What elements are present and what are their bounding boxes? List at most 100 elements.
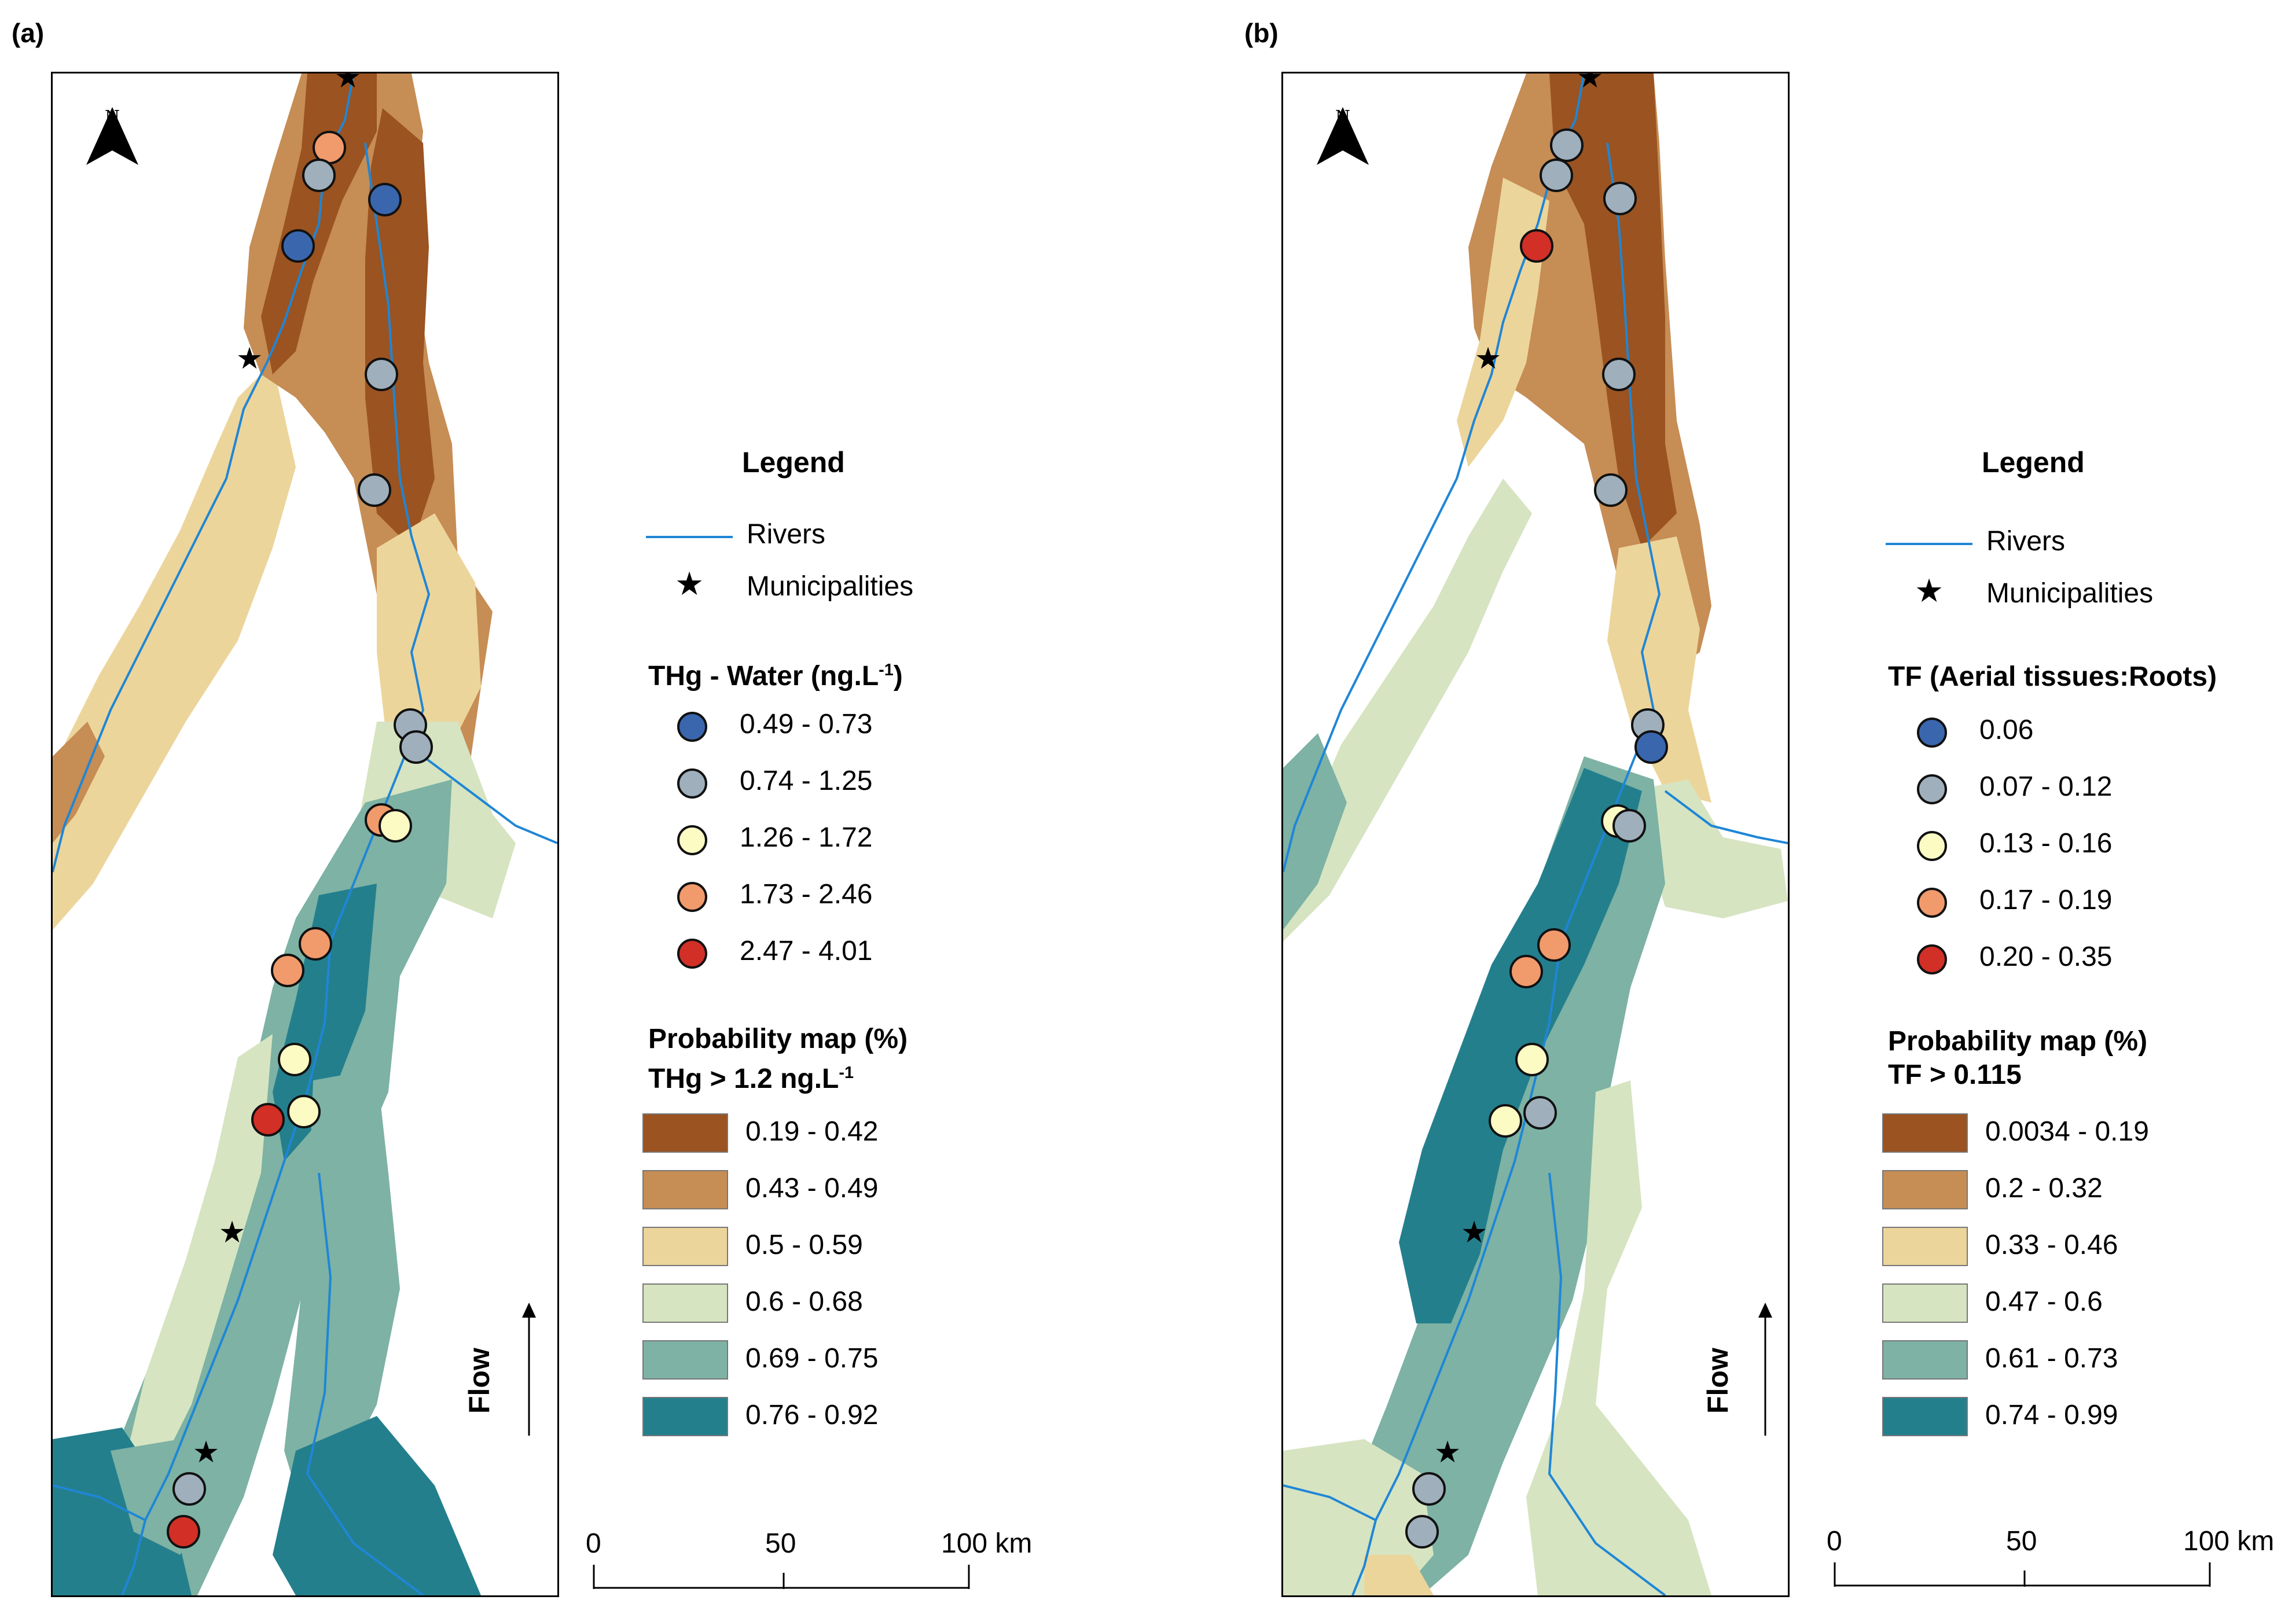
legend-b-pt-4: 0.17 - 0.19 — [1979, 885, 2113, 915]
map-a[interactable]: ★ ★ ★ ★ ★ ★ N — [51, 72, 559, 1597]
point-b-15[interactable] — [1489, 1104, 1522, 1138]
point-a-11[interactable] — [299, 927, 332, 961]
point-a-14[interactable] — [287, 1095, 321, 1128]
point-a-13[interactable] — [278, 1043, 311, 1076]
zone-b-upper-dark — [1549, 73, 1677, 548]
point-a-1[interactable] — [313, 131, 346, 164]
scale-a-50: 50 — [765, 1528, 796, 1559]
legend-b-pt-5-swatch — [1917, 944, 1947, 974]
zone-a-sw-dark — [53, 1428, 192, 1595]
flow-arrow-icon — [522, 1303, 536, 1436]
legend-b-prob-2: 0.2 - 0.32 — [1985, 1173, 2103, 1204]
legend-b-pt-2-swatch — [1917, 774, 1947, 804]
star-a-6: ★ — [193, 1435, 220, 1470]
point-a-4[interactable] — [281, 229, 315, 263]
legend-b-pt-1-swatch — [1917, 718, 1947, 748]
legend-b-prob-3-swatch — [1882, 1227, 1968, 1266]
point-b-12[interactable] — [1509, 955, 1543, 988]
scale-a-100: 100 km — [941, 1528, 1033, 1559]
river-a-east — [121, 142, 431, 1595]
point-a-2[interactable] — [302, 159, 336, 192]
legend-b-prob-2-swatch — [1882, 1170, 1968, 1209]
legend-b-pt-1: 0.06 — [1979, 715, 2034, 745]
point-a-15[interactable] — [251, 1103, 285, 1136]
rivers-a — [53, 73, 557, 1595]
rivers-swatch-a — [646, 536, 733, 538]
legend-a-pt-2-swatch — [677, 768, 707, 799]
rivers-swatch-b — [1886, 543, 1972, 545]
legend-a-prob-6-swatch — [642, 1397, 728, 1436]
point-a-17[interactable] — [167, 1515, 200, 1549]
legend-a-pt-4: 1.73 - 2.46 — [740, 879, 873, 910]
north-arrow-a: N — [86, 107, 138, 200]
point-b-2[interactable] — [1540, 159, 1573, 192]
legend-b-title: Legend — [1982, 446, 2085, 479]
point-b-11[interactable] — [1537, 928, 1571, 962]
point-a-12[interactable] — [271, 954, 304, 987]
point-b-6[interactable] — [1594, 473, 1628, 507]
legend-b-prob-3: 0.33 - 0.46 — [1985, 1230, 2118, 1260]
point-b-16[interactable] — [1412, 1472, 1446, 1506]
legend-a-title: Legend — [742, 446, 845, 479]
legend-a-prob-6: 0.76 - 0.92 — [745, 1400, 879, 1430]
zone-b-lower-mid — [1341, 756, 1665, 1595]
north-arrow-icon — [1317, 107, 1369, 165]
legend-a-pt-3: 1.26 - 1.72 — [740, 822, 873, 853]
star-b-5: ★ — [1461, 1215, 1488, 1250]
legend-a-points-title: THg - Water (ng.L-1) — [648, 661, 903, 692]
point-b-13[interactable] — [1515, 1043, 1549, 1076]
point-a-3[interactable] — [368, 183, 402, 216]
zone-a-south-dark — [273, 1416, 481, 1595]
points-b — [1405, 128, 1668, 1549]
river-b-east — [1351, 142, 1661, 1595]
river-b-trib2 — [1548, 1172, 1666, 1595]
point-a-5[interactable] — [365, 358, 398, 391]
legend-b-rivers: Rivers — [1986, 526, 2066, 557]
zone-b-west-light — [1283, 479, 1532, 941]
legend-a-rivers: Rivers — [747, 519, 826, 550]
star-icon-a: ★ — [675, 565, 704, 602]
legend-b-pt-3: 0.13 - 0.16 — [1979, 828, 2113, 859]
star-a-5: ★ — [219, 1215, 246, 1250]
zone-b-mid-beige — [1607, 536, 1711, 803]
zone-b-west-mid — [1283, 733, 1347, 930]
zone-b-sw-beige — [1364, 1555, 1434, 1595]
legend-b-prob-4-swatch — [1882, 1283, 1968, 1323]
point-a-10[interactable] — [379, 809, 412, 843]
legend-b-prob-4: 0.47 - 0.6 — [1985, 1286, 2103, 1317]
point-b-8[interactable] — [1634, 730, 1668, 764]
point-b-1[interactable] — [1550, 128, 1584, 162]
flow-label-b: Flow — [1702, 1348, 1734, 1414]
legend-a-prob-4: 0.6 - 0.68 — [745, 1286, 863, 1317]
river-a-sw — [53, 1484, 146, 1521]
scale-b-50: 50 — [2006, 1526, 2037, 1557]
star-b-6: ★ — [1434, 1435, 1461, 1470]
legend-a-prob-1-swatch — [642, 1113, 728, 1153]
point-b-17[interactable] — [1405, 1515, 1439, 1549]
point-a-8[interactable] — [399, 730, 433, 764]
map-b[interactable]: ★ ★ ★ ★ ★ ★ N — [1281, 72, 1790, 1597]
point-b-14[interactable] — [1523, 1096, 1557, 1130]
legend-a-pt-2: 0.74 - 1.25 — [740, 766, 873, 796]
point-b-10[interactable] — [1612, 809, 1646, 843]
legend-b-pt-3-swatch — [1917, 831, 1947, 861]
river-a-trib2 — [306, 1172, 424, 1595]
legend-b: Legend Rivers ★ Municipalities TF (Aeria… — [1882, 440, 2287, 1481]
point-b-3[interactable] — [1603, 182, 1637, 215]
scale-b-100: 100 km — [2183, 1526, 2275, 1557]
point-b-4[interactable] — [1520, 229, 1553, 263]
star-a-1: ★ — [335, 73, 362, 95]
star-b-2: ★ — [1475, 341, 1502, 376]
map-b-svg: ★ ★ ★ ★ ★ ★ — [1283, 73, 1788, 1595]
zone-a-lower-light2 — [122, 1034, 273, 1474]
point-a-6[interactable] — [358, 473, 391, 507]
point-b-5[interactable] — [1602, 358, 1636, 391]
river-b-main — [1283, 73, 1585, 873]
point-a-16[interactable] — [172, 1472, 206, 1506]
legend-b-pt-5: 0.20 - 0.35 — [1979, 941, 2113, 972]
legend-b-prob-5-swatch — [1882, 1340, 1968, 1380]
legend-a-prob-title-1: Probability map (%) — [648, 1024, 908, 1054]
legend-b-prob-1-swatch — [1882, 1113, 1968, 1153]
zone-b-lower-dark — [1399, 768, 1642, 1323]
rivers-b — [1283, 73, 1788, 1595]
